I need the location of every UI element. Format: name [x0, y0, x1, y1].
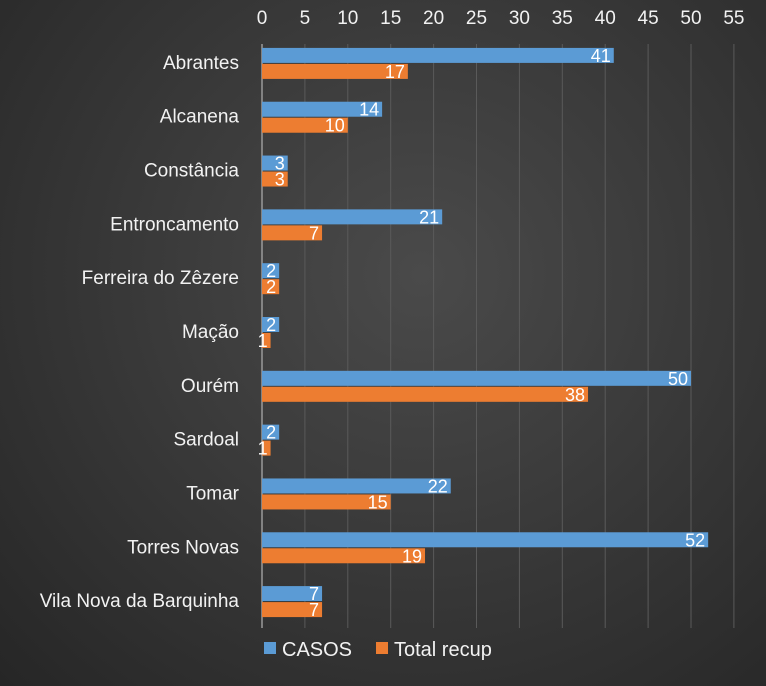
data-label: 14 [359, 100, 379, 120]
category-label: Torres Novas [127, 537, 239, 558]
bar [262, 155, 288, 171]
data-label: 1 [258, 439, 268, 459]
bar [262, 225, 323, 241]
category-label: Vila Nova da Barquinha [40, 591, 240, 612]
x-tick-label: 15 [380, 8, 401, 29]
x-tick-label: 25 [466, 8, 487, 29]
bar [262, 532, 709, 548]
bar [262, 117, 348, 133]
category-label: Mação [182, 322, 239, 343]
data-label: 2 [266, 261, 276, 281]
bar [262, 171, 288, 187]
data-label: 17 [385, 62, 405, 82]
data-label: 38 [565, 385, 585, 405]
data-label: 1 [258, 331, 268, 351]
x-tick-label: 50 [680, 8, 701, 29]
bar [262, 478, 451, 494]
bar [262, 440, 271, 456]
bar [262, 317, 280, 332]
legend: CASOS Total recup [264, 639, 492, 661]
bar [262, 494, 391, 510]
legend-entry: CASOS [282, 639, 352, 661]
data-label: 7 [309, 600, 319, 620]
data-label: 2 [266, 277, 276, 297]
bar [262, 386, 589, 402]
x-tick-label: 30 [509, 8, 530, 29]
data-label: 21 [419, 207, 439, 227]
x-tick-label: 40 [595, 8, 616, 29]
data-label: 41 [591, 46, 611, 66]
bars [262, 47, 709, 618]
bar [262, 548, 426, 564]
category-label: Entroncamento [110, 214, 239, 235]
category-label: Ourém [181, 376, 239, 397]
category-label: Alcanena [160, 107, 240, 128]
category-label: Ferreira do Zêzere [82, 268, 239, 289]
x-tick-label: 5 [300, 8, 311, 29]
data-label: 10 [325, 116, 345, 136]
data-label: 2 [266, 315, 276, 335]
bar [262, 424, 280, 440]
x-tick-label: 10 [337, 8, 358, 29]
data-label: 22 [428, 476, 448, 496]
bar [262, 209, 443, 225]
bar [262, 602, 323, 618]
x-tick-label: 0 [257, 8, 268, 29]
category-label: Constância [144, 161, 239, 182]
data-label: 15 [368, 492, 388, 512]
data-label: 52 [685, 530, 705, 550]
legend-swatch [376, 642, 388, 654]
bar [262, 63, 408, 79]
category-label: Abrantes [163, 53, 239, 74]
bar [262, 370, 691, 386]
data-label: 19 [402, 546, 422, 566]
x-tick-label: 35 [552, 8, 573, 29]
data-label: 3 [275, 154, 285, 174]
data-label: 50 [668, 369, 688, 389]
bar [262, 333, 271, 348]
data-label: 7 [309, 584, 319, 604]
x-tick-label: 45 [638, 8, 659, 29]
bar [262, 279, 280, 295]
bar [262, 263, 280, 279]
category-label: Sardoal [174, 430, 240, 451]
legend-entry: Total recup [394, 639, 492, 661]
data-label: 3 [275, 170, 285, 190]
bar [262, 47, 614, 63]
x-tick-label: 20 [423, 8, 444, 29]
legend-swatch [264, 642, 276, 654]
data-label: 2 [266, 423, 276, 443]
bar [262, 101, 383, 117]
x-tick-label: 55 [723, 8, 744, 29]
data-label: 7 [309, 223, 319, 243]
bar [262, 586, 323, 602]
category-label: Tomar [186, 483, 239, 504]
